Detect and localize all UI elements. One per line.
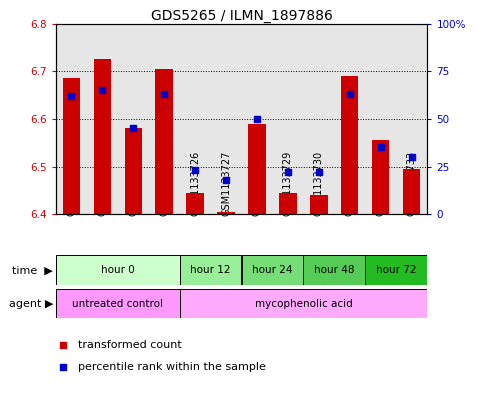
Bar xyxy=(341,76,358,214)
Text: mycophenolic acid: mycophenolic acid xyxy=(255,299,353,309)
Bar xyxy=(303,24,334,214)
Bar xyxy=(180,255,242,285)
Text: hour 72: hour 72 xyxy=(376,265,417,275)
Bar xyxy=(125,129,142,214)
Bar xyxy=(117,24,149,214)
Title: GDS5265 / ILMN_1897886: GDS5265 / ILMN_1897886 xyxy=(151,9,332,22)
Point xyxy=(59,364,67,371)
Point xyxy=(315,169,323,175)
Bar xyxy=(149,24,180,214)
Bar xyxy=(156,69,172,214)
Bar xyxy=(372,140,389,214)
Text: percentile rank within the sample: percentile rank within the sample xyxy=(78,362,266,373)
Bar xyxy=(280,193,297,214)
Text: untreated control: untreated control xyxy=(72,299,163,309)
Point xyxy=(346,91,354,97)
Bar xyxy=(56,289,180,318)
Bar xyxy=(248,124,266,214)
Point xyxy=(59,342,67,349)
Bar xyxy=(334,24,366,214)
Bar xyxy=(180,24,211,214)
Bar xyxy=(211,24,242,214)
Point xyxy=(408,154,416,160)
Text: transformed count: transformed count xyxy=(78,340,182,350)
Text: agent ▶: agent ▶ xyxy=(9,299,53,309)
Bar xyxy=(303,255,366,285)
Point xyxy=(191,167,199,173)
Bar xyxy=(242,255,303,285)
Bar xyxy=(56,255,180,285)
Bar xyxy=(242,24,272,214)
Point xyxy=(377,144,385,151)
Point xyxy=(129,125,137,132)
Bar xyxy=(180,289,427,318)
Bar xyxy=(272,24,303,214)
Text: hour 12: hour 12 xyxy=(190,265,231,275)
Point xyxy=(67,93,75,99)
Text: hour 48: hour 48 xyxy=(314,265,355,275)
Bar xyxy=(311,195,327,214)
Point xyxy=(284,169,292,175)
Text: hour 0: hour 0 xyxy=(100,265,134,275)
Bar xyxy=(186,193,203,214)
Bar xyxy=(94,59,111,214)
Bar xyxy=(403,169,421,214)
Point xyxy=(222,177,230,183)
Point xyxy=(98,87,106,94)
Text: hour 24: hour 24 xyxy=(252,265,293,275)
Bar xyxy=(217,212,235,214)
Point xyxy=(253,116,261,122)
Bar xyxy=(366,255,427,285)
Bar xyxy=(366,24,397,214)
Bar xyxy=(56,24,86,214)
Bar xyxy=(86,24,117,214)
Point xyxy=(160,91,168,97)
Bar xyxy=(397,24,427,214)
Text: time  ▶: time ▶ xyxy=(13,265,53,275)
Bar xyxy=(62,78,80,214)
